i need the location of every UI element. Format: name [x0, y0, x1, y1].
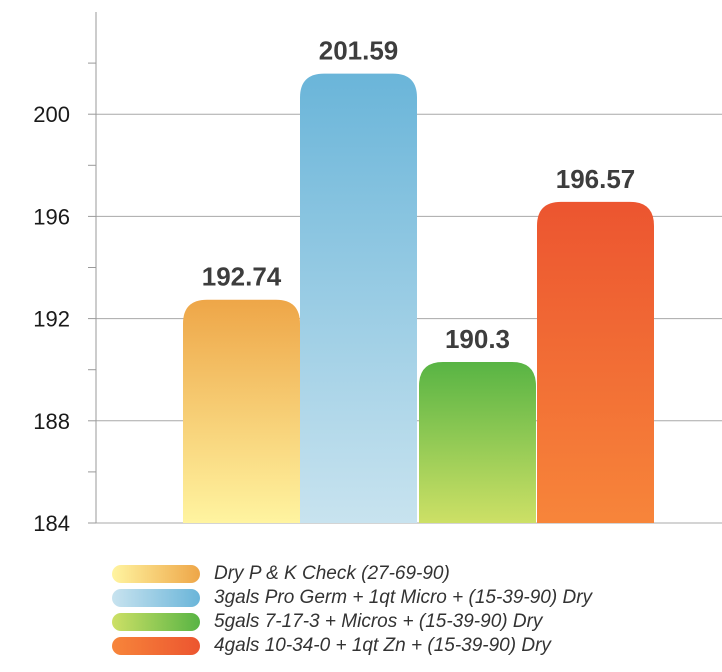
legend-item: 3gals Pro Germ + 1qt Micro + (15-39-90) … — [112, 586, 592, 610]
bar-value-label: 190.3 — [445, 324, 510, 354]
legend-swatch — [112, 589, 200, 607]
legend-swatch — [112, 613, 200, 631]
legend-label: Dry P & K Check (27-69-90) — [214, 563, 450, 584]
legend-label: 4gals 10-34-0 + 1qt Zn + (15-39-90) Dry — [214, 635, 551, 656]
y-tick-label: 196 — [33, 204, 70, 229]
bar-value-label: 201.59 — [319, 36, 399, 66]
bars — [183, 73, 654, 524]
legend-swatch — [112, 565, 200, 583]
y-tick-label: 192 — [33, 307, 70, 332]
y-axis: 184 188 192 196 200 — [33, 12, 97, 536]
bar — [419, 362, 536, 523]
bar-value-label: 192.74 — [202, 262, 282, 292]
legend-label: 5gals 7-17-3 + Micros + (15-39-90) Dry — [214, 611, 543, 632]
legend-label: 3gals Pro Germ + 1qt Micro + (15-39-90) … — [214, 587, 593, 608]
legend-item: Dry P & K Check (27-69-90) — [112, 562, 592, 586]
bar-value-label: 196.57 — [556, 164, 636, 194]
y-tick-label: 184 — [33, 511, 70, 536]
legend-item: 5gals 7-17-3 + Micros + (15-39-90) Dry — [112, 610, 592, 634]
y-tick-label: 200 — [33, 102, 70, 127]
legend-item: 4gals 10-34-0 + 1qt Zn + (15-39-90) Dry — [112, 634, 592, 658]
legend-swatch — [112, 637, 200, 655]
data-labels: 192.74 201.59 190.3 196.57 — [202, 36, 636, 354]
bar-chart: 184 188 192 196 200 192.74 201.59 190.3 196.57 — [33, 12, 722, 536]
legend: Dry P & K Check (27-69-90) 3gals Pro Germ… — [112, 562, 592, 658]
y-tick-label: 188 — [33, 409, 70, 434]
bar — [183, 299, 300, 523]
bar — [300, 73, 417, 523]
bar — [537, 201, 654, 524]
